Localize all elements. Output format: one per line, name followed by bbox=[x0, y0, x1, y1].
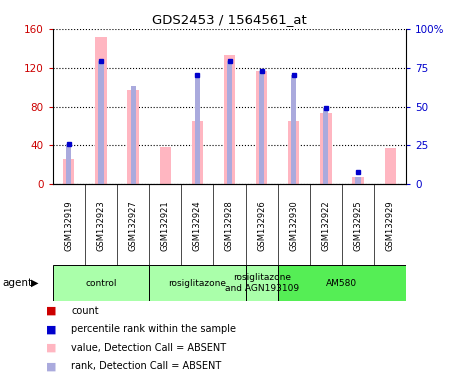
Bar bbox=[291, 75, 297, 184]
Text: rosiglitazone
and AGN193109: rosiglitazone and AGN193109 bbox=[224, 273, 299, 293]
Bar bbox=[246, 265, 278, 301]
Bar bbox=[128, 90, 139, 184]
Text: ■: ■ bbox=[46, 343, 56, 353]
Text: GSM132928: GSM132928 bbox=[225, 200, 234, 251]
Text: ■: ■ bbox=[46, 361, 56, 371]
Bar bbox=[256, 71, 267, 184]
Bar bbox=[130, 86, 136, 184]
Bar bbox=[288, 121, 299, 184]
Text: ▶: ▶ bbox=[31, 278, 39, 288]
Bar bbox=[353, 177, 364, 184]
Bar bbox=[323, 108, 329, 184]
Text: GSM132922: GSM132922 bbox=[321, 200, 330, 251]
Text: percentile rank within the sample: percentile rank within the sample bbox=[71, 324, 236, 334]
Bar bbox=[278, 265, 406, 301]
Text: rank, Detection Call = ABSENT: rank, Detection Call = ABSENT bbox=[71, 361, 221, 371]
Text: rosiglitazone: rosiglitazone bbox=[168, 279, 226, 288]
Bar bbox=[195, 75, 200, 184]
Bar bbox=[224, 55, 235, 184]
Text: GSM132927: GSM132927 bbox=[129, 200, 138, 251]
Title: GDS2453 / 1564561_at: GDS2453 / 1564561_at bbox=[152, 13, 307, 26]
Text: GSM132929: GSM132929 bbox=[386, 200, 395, 251]
Text: control: control bbox=[85, 279, 117, 288]
Bar bbox=[63, 159, 74, 184]
Text: GSM132919: GSM132919 bbox=[64, 200, 73, 251]
Bar bbox=[53, 265, 149, 301]
Text: GSM132926: GSM132926 bbox=[257, 200, 266, 251]
Text: GSM132923: GSM132923 bbox=[96, 200, 106, 251]
Bar bbox=[385, 148, 396, 184]
Bar bbox=[192, 121, 203, 184]
Text: ■: ■ bbox=[46, 306, 56, 316]
Bar bbox=[95, 36, 106, 184]
Text: GSM132925: GSM132925 bbox=[353, 200, 363, 251]
Bar bbox=[149, 265, 246, 301]
Text: agent: agent bbox=[2, 278, 33, 288]
Bar bbox=[227, 61, 232, 184]
Text: GSM132930: GSM132930 bbox=[289, 200, 298, 251]
Text: ■: ■ bbox=[46, 324, 56, 334]
Text: AM580: AM580 bbox=[326, 279, 358, 288]
Bar bbox=[259, 71, 264, 184]
Text: GSM132924: GSM132924 bbox=[193, 200, 202, 251]
Bar bbox=[355, 177, 361, 184]
Bar bbox=[98, 61, 104, 184]
Bar bbox=[160, 147, 171, 184]
Text: GSM132921: GSM132921 bbox=[161, 200, 170, 251]
Bar bbox=[320, 113, 331, 184]
Bar bbox=[66, 144, 72, 184]
Text: count: count bbox=[71, 306, 99, 316]
Text: value, Detection Call = ABSENT: value, Detection Call = ABSENT bbox=[71, 343, 226, 353]
